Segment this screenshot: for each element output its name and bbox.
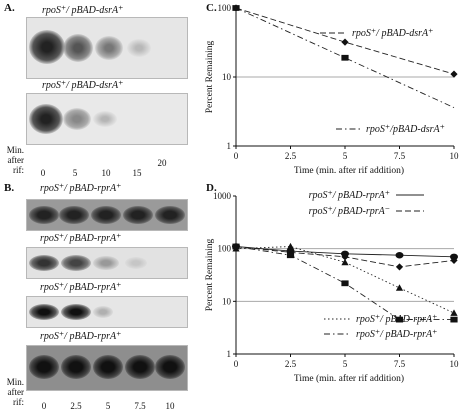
panel-b-row-label: Min. after rif: (6, 377, 24, 407)
panel-b-caption-3: rpoS⁺/ pBAD-rprA⁺ (40, 282, 122, 293)
x-tick-label: 7.5 (394, 151, 406, 161)
panel-a-tick-label: 20 (157, 158, 167, 168)
data-point-diamond (450, 70, 458, 78)
series-line (235, 7, 455, 75)
panel-b-blot-3 (26, 296, 188, 328)
legend-label: rpoS⁺/ pBAD-rprA⁻ (309, 206, 390, 217)
panel-b-blot-4 (26, 345, 188, 391)
x-tick-label: 5 (343, 359, 348, 369)
panel-b-tick-label: 5 (105, 401, 111, 411)
data-point-square (341, 280, 349, 287)
panel-b-caption-1: rpoS⁺/ pBAD-rprA⁺ (40, 183, 122, 194)
panel-b-tick-label: 7.5 (134, 401, 146, 411)
x-axis-label: Time (min. after rif addition) (294, 373, 404, 384)
panel-b-caption-2: rpoS⁺/ pBAD-rprA⁺ (40, 233, 122, 244)
y-tick-label: 1000 (213, 191, 232, 201)
data-point-triangle (450, 309, 458, 316)
data-point-diamond (341, 253, 349, 261)
panel-a-row-label: Min. after rif: (6, 145, 24, 175)
data-point-circle (395, 252, 404, 259)
data-point-square (450, 316, 458, 323)
panel-b-tick-label: 2.5 (70, 401, 82, 411)
x-tick-label: 0 (234, 151, 239, 161)
y-tick-label: 100 (218, 244, 232, 254)
panel-b-caption-4: rpoS⁺/ pBAD-rprA⁺ (40, 331, 122, 342)
data-point-diamond (395, 263, 404, 271)
panel-d-chart: 1 10 100 1000 0 2.5 5 7.5 10 Time (min. after rif… (205, 190, 460, 384)
legend-label: rpoS⁺/ pBAD-rprA⁺ (356, 329, 437, 340)
panel-b-blot-2 (26, 247, 188, 279)
x-tick-label: 10 (450, 151, 460, 161)
panel-a-bottom-caption: rpoS⁺/ pBAD-dsrA⁺ (42, 80, 124, 91)
x-tick-label: 5 (343, 151, 348, 161)
panel-d-label: D. (206, 182, 217, 194)
x-tick-label: 2.5 (285, 359, 297, 369)
panel-a-tick-label: 5 (72, 168, 78, 178)
legend-label: rpoS⁺/pBAD-dsrA⁺ (366, 124, 445, 135)
x-axis-label: Time (min. after rif addition) (294, 165, 404, 176)
y-tick-label: 1 (227, 349, 232, 359)
x-tick-label: 2.5 (285, 151, 297, 161)
data-point-square (232, 243, 240, 250)
panel-a-tick-label: 10 (101, 168, 111, 178)
y-axis-label: Percent Remaining (205, 238, 215, 311)
legend-label: rpoS⁺/ pBAD-dsrA⁺ (352, 28, 433, 39)
data-point-triangle (341, 258, 349, 266)
panel-b-blot-1 (26, 199, 188, 231)
x-tick-label: 0 (234, 359, 239, 369)
y-tick-label: 10 (222, 72, 232, 82)
panel-b-label: B. (4, 182, 15, 194)
x-tick-label: 10 (450, 359, 460, 369)
panel-a-tick-label: 15 (132, 168, 142, 178)
panel-a-tick-label: 0 (40, 168, 46, 178)
data-point-diamond (341, 38, 349, 46)
y-tick-label: 100 (218, 3, 232, 13)
panel-b-tick-label: 10 (165, 401, 175, 411)
data-point-square (341, 54, 349, 61)
data-point-square (395, 316, 404, 323)
panel-a-top-blot (26, 17, 188, 79)
panel-a-top-caption: rpoS⁺/ pBAD-dsrA⁺ (42, 5, 124, 16)
series-line (235, 246, 454, 321)
x-tick-label: 7.5 (394, 359, 406, 369)
panel-a-bottom-blot (26, 93, 188, 145)
legend-label: rpoS⁺/ pBAD-rprA⁺ (309, 190, 390, 201)
series-line (235, 246, 455, 314)
panel-a-label: A. (4, 2, 15, 14)
data-point-square (232, 5, 240, 11)
data-point-triangle (395, 284, 404, 291)
legend-label: rpoS⁺/ pBAD-rprA⁺ (356, 314, 437, 325)
panel-b-tick-label: 0 (41, 401, 47, 411)
panel-c-label: C. (206, 2, 217, 14)
y-tick-label: 10 (222, 296, 232, 306)
data-point-triangle (286, 242, 295, 250)
data-point-diamond (450, 256, 458, 264)
panel-c-chart: 1 10 100 0 2.5 5 7.5 10 Time (min. after rif add… (205, 3, 460, 176)
data-point-square (286, 252, 295, 259)
y-axis-label: Percent Remaining (205, 40, 215, 113)
y-tick-label: 1 (227, 141, 232, 151)
